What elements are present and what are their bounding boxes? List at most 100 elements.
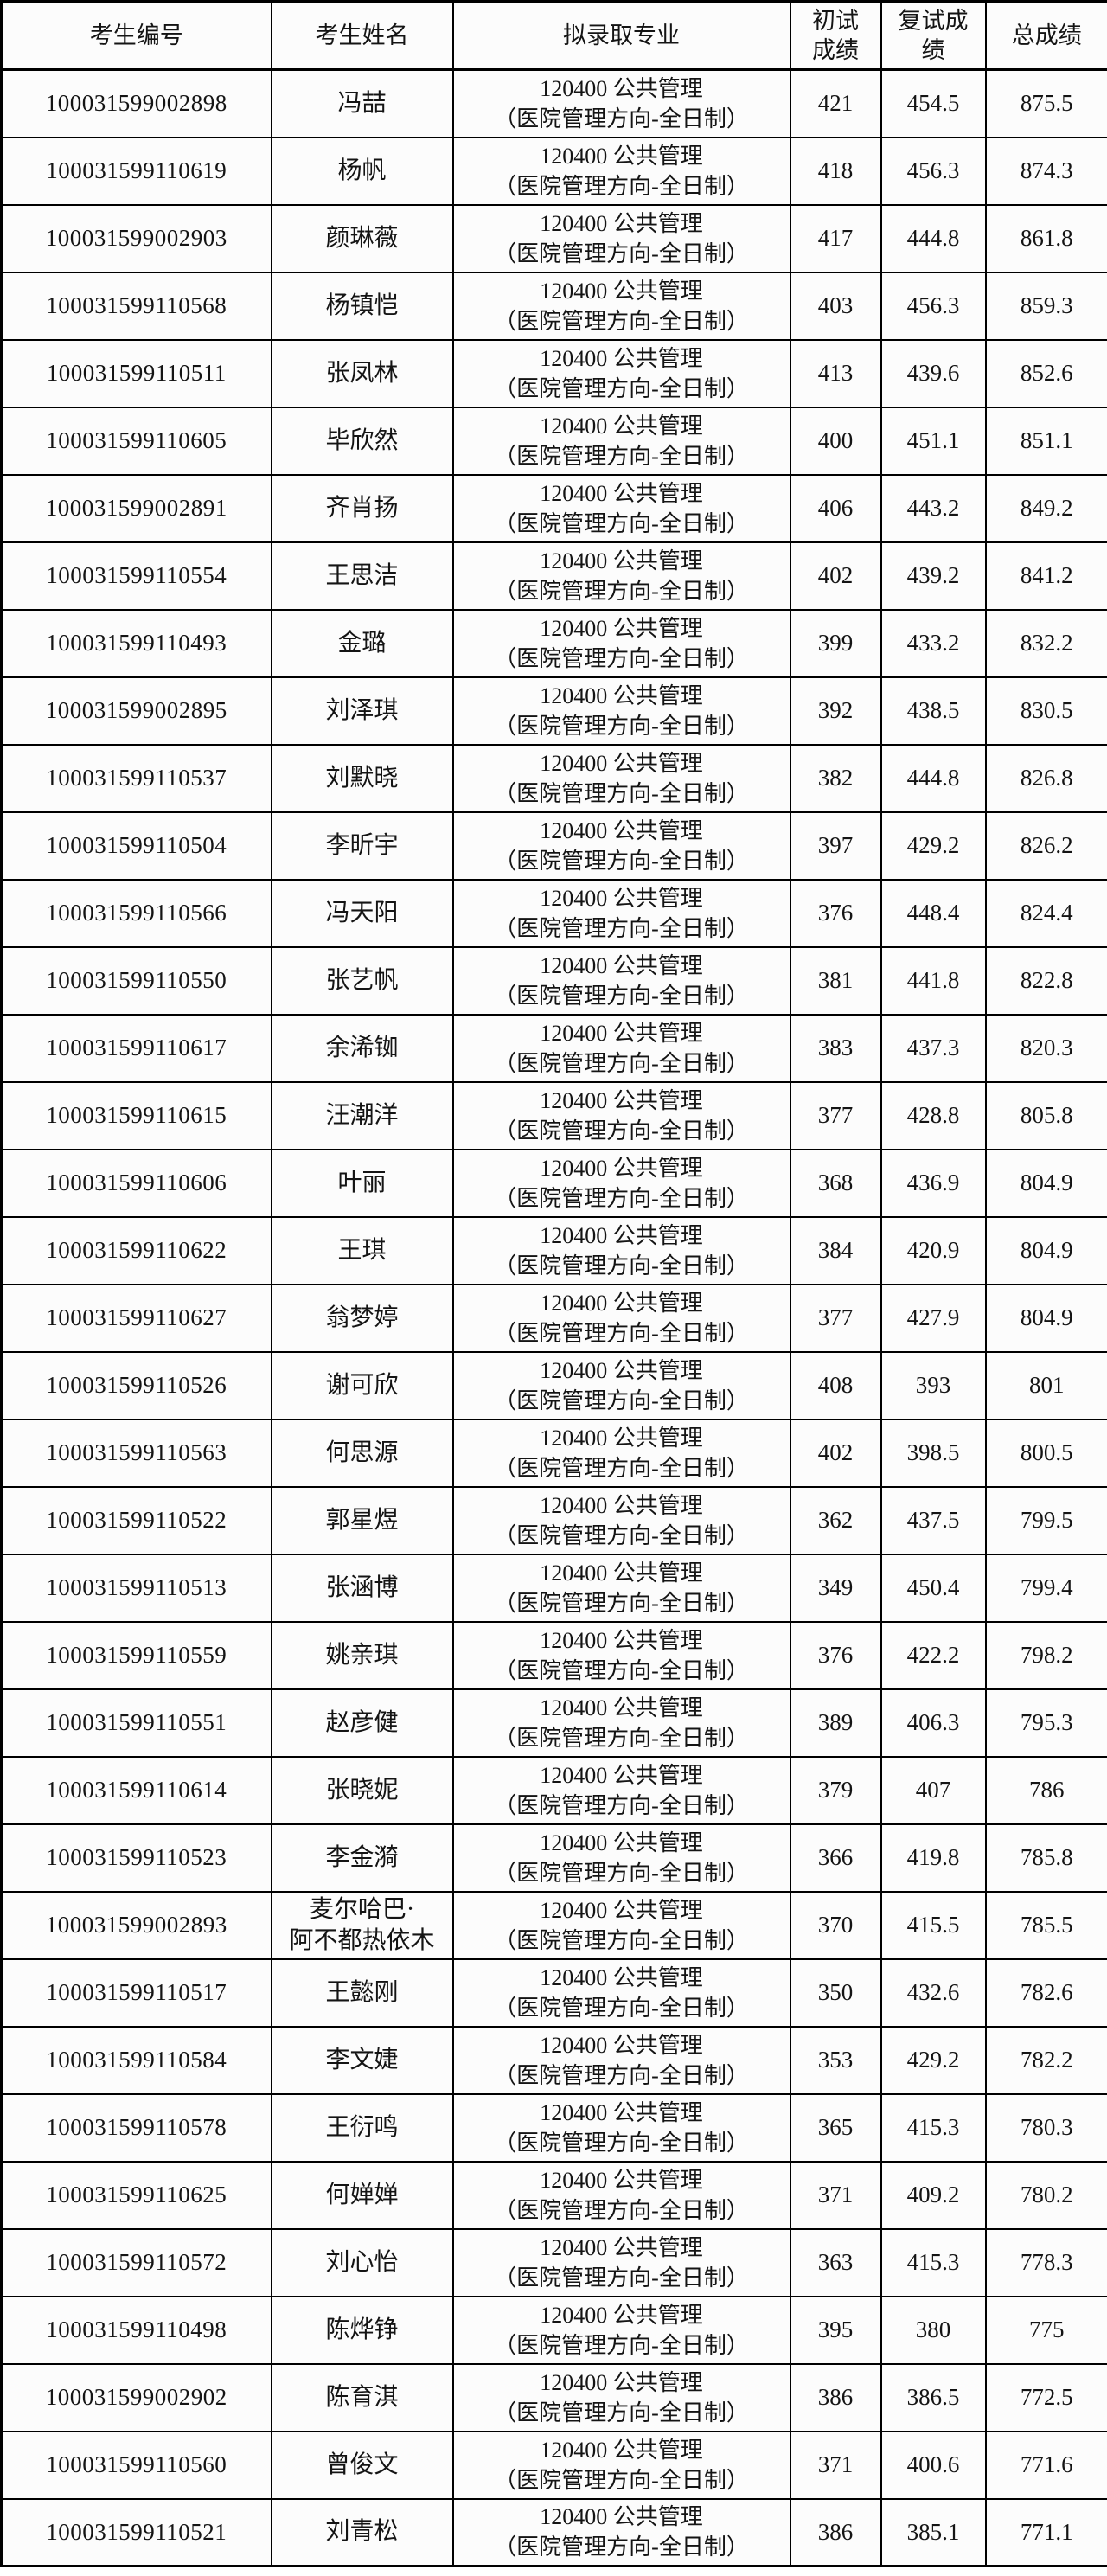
initial-score-cell: 353: [789, 2025, 882, 2095]
candidate-row: 100031599110493 金璐 120400 公共管理 （医院管理方向-全日制）…: [0, 608, 1107, 678]
total-score-cell: 771.6: [984, 2430, 1107, 2500]
candidate-id-cell: 100031599110563: [0, 1418, 272, 1488]
initial-score-cell: 371: [789, 2430, 882, 2500]
candidate-row: 100031599110537 刘默晓 120400 公共管理 （医院管理方向-全日制…: [0, 743, 1107, 813]
retest-score-cell: 448.4: [880, 878, 987, 948]
program-cell: 120400 公共管理 （医院管理方向-全日制）: [451, 2092, 791, 2163]
program-line-2: （医院管理方向-全日制）: [494, 578, 749, 604]
candidate-id-cell: 100031599110614: [0, 1755, 272, 1825]
total-score-cell: 804.9: [984, 1148, 1107, 1218]
candidate-id-cell: 100031599110522: [0, 1485, 272, 1555]
candidate-name-cell: 曾俊文: [270, 2430, 454, 2500]
retest-score-cell: 429.2: [880, 2025, 987, 2095]
initial-score-cell: 389: [789, 1688, 882, 1758]
candidate-name-cell: 郭星煜: [270, 1485, 454, 1555]
program-line-2: （医院管理方向-全日制）: [494, 915, 749, 941]
initial-score-cell: 368: [789, 1148, 882, 1218]
candidate-row: 100031599110498 陈烨铮 120400 公共管理 （医院管理方向-全日制…: [0, 2295, 1107, 2365]
candidate-name-cell: 颜琳薇: [270, 203, 454, 273]
candidate-name-cell: 冯天阳: [270, 878, 454, 948]
program-cell: 120400 公共管理 （医院管理方向-全日制）: [451, 1418, 791, 1488]
program-line-1: 120400 公共管理: [540, 615, 703, 641]
program-line-1: 120400 公共管理: [540, 1695, 703, 1721]
candidate-row: 100031599110605 毕欣然 120400 公共管理 （医院管理方向-全日制…: [0, 406, 1107, 476]
header-program: 拟录取专业: [451, 0, 791, 71]
candidate-row: 100031599110523 李金漪 120400 公共管理 （医院管理方向-全日制…: [0, 1823, 1107, 1893]
initial-score-cell: 418: [789, 136, 882, 206]
program-line-2: （医院管理方向-全日制）: [494, 308, 749, 334]
program-line-1: 120400 公共管理: [540, 1087, 703, 1113]
table-body: 100031599002898 冯喆 120400 公共管理 （医院管理方向-全日制）…: [0, 68, 1107, 2567]
program-line-1: 120400 公共管理: [540, 1222, 703, 1248]
program-cell: 120400 公共管理 （医院管理方向-全日制）: [451, 811, 791, 881]
program-line-1: 120400 公共管理: [540, 2302, 703, 2328]
candidate-name-cell: 何思源: [270, 1418, 454, 1488]
total-score-cell: 852.6: [984, 338, 1107, 408]
total-score-cell: 780.2: [984, 2160, 1107, 2230]
initial-score-cell: 371: [789, 2160, 882, 2230]
header-row: 考生编号 考生姓名 拟录取专业 初试成绩 复试成绩 总成绩: [0, 0, 1107, 71]
initial-score-cell: 386: [789, 2362, 882, 2432]
program-cell: 120400 公共管理 （医院管理方向-全日制）: [451, 2430, 791, 2500]
retest-score-cell: 386.5: [880, 2362, 987, 2432]
program-line-2: （医院管理方向-全日制）: [494, 2534, 749, 2560]
candidate-name-cell: 杨镇恺: [270, 271, 454, 341]
retest-score-cell: 439.2: [880, 541, 987, 611]
program-cell: 120400 公共管理 （医院管理方向-全日制）: [451, 1823, 791, 1893]
candidate-name-cell: 张艺帆: [270, 945, 454, 1016]
retest-score-cell: 429.2: [880, 811, 987, 881]
candidate-id-cell: 100031599002903: [0, 203, 272, 273]
candidate-name-cell: 汪潮洋: [270, 1080, 454, 1150]
initial-score-cell: 362: [789, 1485, 882, 1555]
retest-score-cell: 409.2: [880, 2160, 987, 2230]
candidate-id-cell: 100031599110619: [0, 136, 272, 206]
retest-score-cell: 456.3: [880, 136, 987, 206]
candidate-row: 100031599110559 姚亲琪 120400 公共管理 （医院管理方向-全日制…: [0, 1620, 1107, 1690]
program-line-2: （医院管理方向-全日制）: [494, 780, 749, 806]
total-score-cell: 782.6: [984, 1958, 1107, 2028]
total-score-cell: 875.5: [984, 68, 1107, 138]
total-score-cell: 826.2: [984, 811, 1107, 881]
initial-score-cell: 366: [789, 1823, 882, 1893]
initial-score-cell: 365: [789, 2092, 882, 2163]
program-line-2: （医院管理方向-全日制）: [494, 2332, 749, 2358]
program-cell: 120400 公共管理 （医院管理方向-全日制）: [451, 271, 791, 341]
program-line-2: （医院管理方向-全日制）: [494, 1387, 749, 1413]
program-line-1: 120400 公共管理: [540, 413, 703, 439]
program-line-1: 120400 公共管理: [540, 1829, 703, 1855]
retest-score-cell: 427.9: [880, 1283, 987, 1353]
program-cell: 120400 公共管理 （医院管理方向-全日制）: [451, 203, 791, 273]
program-line-1: 120400 公共管理: [540, 1762, 703, 1788]
candidate-row: 100031599002891 齐肖扬 120400 公共管理 （医院管理方向-全日制…: [0, 473, 1107, 543]
program-cell: 120400 公共管理 （医院管理方向-全日制）: [451, 1080, 791, 1150]
program-line-1: 120400 公共管理: [540, 885, 703, 911]
total-score-cell: 801: [984, 1350, 1107, 1420]
candidate-row: 100031599110568 杨镇恺 120400 公共管理 （医院管理方向-全日制…: [0, 271, 1107, 341]
total-score-cell: 799.5: [984, 1485, 1107, 1555]
candidate-name-cell: 李昕宇: [270, 811, 454, 881]
total-score-cell: 780.3: [984, 2092, 1107, 2163]
candidate-name-cell: 王懿刚: [270, 1958, 454, 2028]
program-line-2: （医院管理方向-全日制）: [494, 848, 749, 874]
candidate-row: 100031599110504 李昕宇 120400 公共管理 （医院管理方向-全日制…: [0, 811, 1107, 881]
program-cell: 120400 公共管理 （医院管理方向-全日制）: [451, 2227, 791, 2297]
program-cell: 120400 公共管理 （医院管理方向-全日制）: [451, 338, 791, 408]
program-cell: 120400 公共管理 （医院管理方向-全日制）: [451, 1485, 791, 1555]
program-cell: 120400 公共管理 （医院管理方向-全日制）: [451, 136, 791, 206]
program-line-2: （医院管理方向-全日制）: [494, 2265, 749, 2291]
candidate-row: 100031599110511 张凤林 120400 公共管理 （医院管理方向-全日制…: [0, 338, 1107, 408]
program-cell: 120400 公共管理 （医院管理方向-全日制）: [451, 2497, 791, 2567]
total-score-cell: 782.2: [984, 2025, 1107, 2095]
candidate-row: 100031599110550 张艺帆 120400 公共管理 （医院管理方向-全日制…: [0, 945, 1107, 1016]
retest-score-cell: 398.5: [880, 1418, 987, 1488]
initial-score-cell: 379: [789, 1755, 882, 1825]
candidate-name-cell: 叶丽: [270, 1148, 454, 1218]
candidate-id-cell: 100031599110560: [0, 2430, 272, 2500]
program-line-1: 120400 公共管理: [540, 548, 703, 574]
program-line-1: 120400 公共管理: [540, 1425, 703, 1451]
program-line-1: 120400 公共管理: [540, 1627, 703, 1653]
candidate-row: 100031599110578 王衍鸣 120400 公共管理 （医院管理方向-全日制…: [0, 2092, 1107, 2163]
candidate-row: 100031599110619 杨帆 120400 公共管理 （医院管理方向-全日制）…: [0, 136, 1107, 206]
header-candidate-id: 考生编号: [0, 0, 272, 71]
candidate-name-cell: 翁梦婷: [270, 1283, 454, 1353]
